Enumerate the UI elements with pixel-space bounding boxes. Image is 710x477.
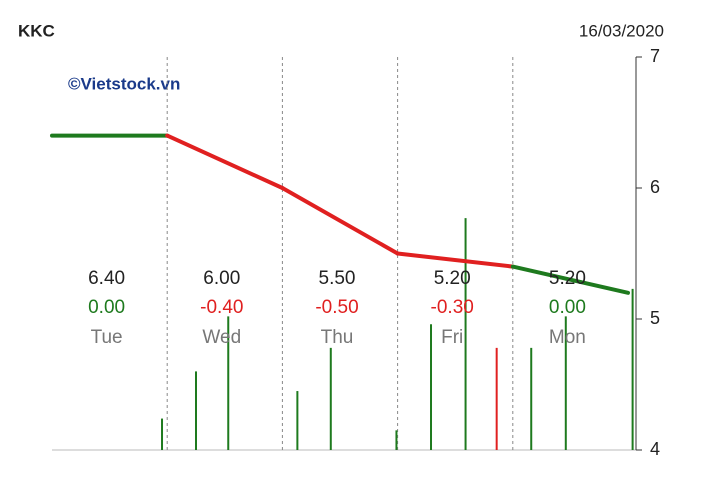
day-label: Tue	[91, 327, 123, 348]
watermark: ©Vietstock.vn	[68, 74, 180, 93]
ticker: KKC	[18, 21, 55, 40]
day-label: Mon	[549, 327, 586, 348]
day-label: Wed	[202, 327, 241, 348]
y-tick-label: 7	[650, 46, 660, 66]
day-label: Fri	[441, 327, 463, 348]
price-line	[280, 186, 400, 256]
y-tick-label: 4	[650, 439, 660, 459]
day-label: Thu	[321, 327, 354, 348]
change-label: -0.30	[431, 297, 474, 318]
price-label: 5.50	[319, 268, 356, 289]
y-tick-label: 6	[650, 177, 660, 197]
price-line	[395, 251, 515, 269]
price-line	[510, 264, 630, 295]
change-label: 0.00	[88, 297, 125, 318]
price-label: 5.20	[434, 268, 471, 289]
date: 16/03/2020	[579, 21, 664, 40]
change-label: -0.50	[315, 297, 358, 318]
price-label: 6.00	[203, 268, 240, 289]
y-tick-label: 5	[650, 308, 660, 328]
price-line	[165, 133, 285, 190]
change-label: -0.40	[200, 297, 243, 318]
price-label: 6.40	[88, 268, 125, 289]
change-label: 0.00	[549, 297, 586, 318]
price-label: 5.20	[549, 268, 586, 289]
